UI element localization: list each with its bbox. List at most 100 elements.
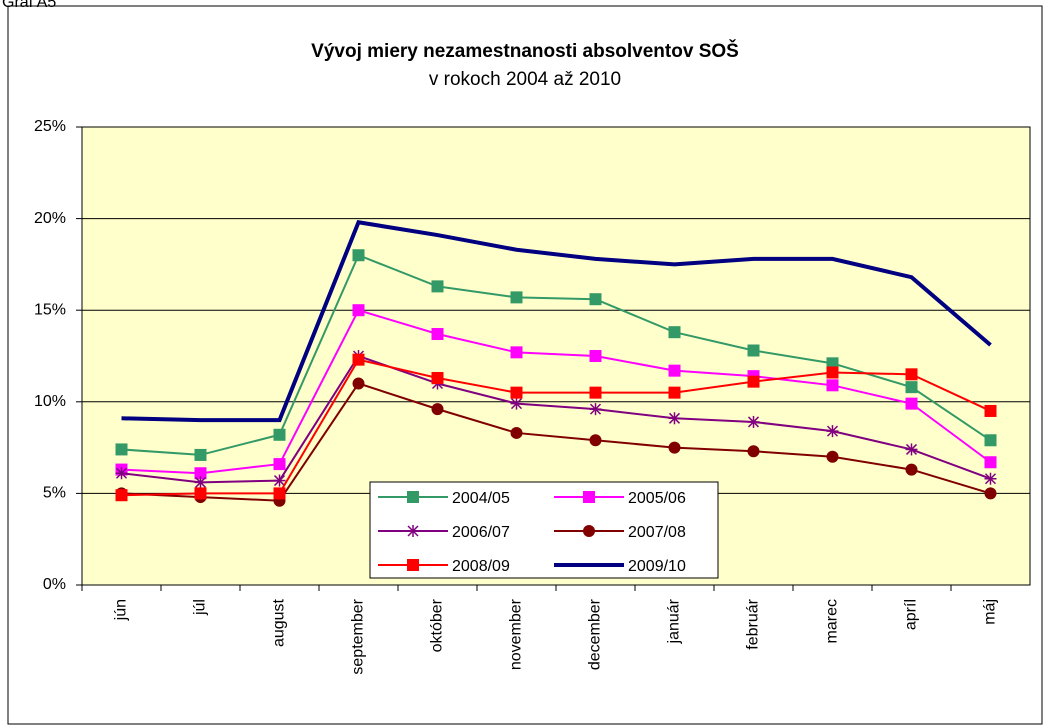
x-tick-label: apríl xyxy=(903,599,920,630)
marker xyxy=(984,472,997,485)
marker xyxy=(826,379,839,392)
marker-stroke xyxy=(905,443,918,455)
y-tick-label: 15% xyxy=(34,301,66,318)
marker-stroke xyxy=(589,403,602,415)
marker xyxy=(668,386,681,399)
marker-stroke xyxy=(826,425,839,437)
x-tick-label: február xyxy=(745,598,762,649)
chart-subtitle: v rokoch 2004 až 2010 xyxy=(429,69,621,90)
marker xyxy=(115,443,128,456)
marker-stroke xyxy=(510,398,523,410)
y-tick-label: 5% xyxy=(43,485,66,502)
series-line xyxy=(121,253,992,456)
marker xyxy=(905,381,918,394)
marker xyxy=(589,350,602,362)
legend: 2004/05 2005/06 2006/07 2007/08 2008/09 2009/… xyxy=(369,481,719,579)
marker xyxy=(510,386,523,399)
x-tick-label: jún xyxy=(113,599,130,621)
marker xyxy=(905,397,918,410)
x-tick-label: september xyxy=(350,598,367,674)
marker xyxy=(431,328,444,341)
marker xyxy=(115,467,128,480)
marker xyxy=(510,397,523,410)
legend-label: 2009/10 xyxy=(628,558,686,575)
marker xyxy=(273,487,286,500)
series-line xyxy=(121,220,992,423)
y-tick-label: 10% xyxy=(34,393,66,410)
marker-stroke xyxy=(747,416,760,428)
marker xyxy=(115,489,128,502)
marker xyxy=(407,525,419,537)
marker xyxy=(194,476,207,489)
y-tick-label: 25% xyxy=(34,118,66,135)
marker xyxy=(431,371,444,384)
marker xyxy=(905,463,918,476)
marker xyxy=(194,487,207,500)
marker xyxy=(826,450,839,463)
x-tick-label: október xyxy=(429,598,446,652)
x-tick-label: marec xyxy=(824,599,841,643)
marker xyxy=(352,377,365,390)
x-tick-label: júl xyxy=(192,599,209,616)
marker-stroke xyxy=(668,412,681,424)
marker xyxy=(407,559,419,571)
marker xyxy=(826,357,839,370)
marker-stroke xyxy=(273,475,286,487)
marker xyxy=(352,353,365,366)
y-tick-label: 20% xyxy=(34,210,66,227)
marker xyxy=(984,456,997,469)
marker xyxy=(407,491,419,503)
chart-title: Vývoj miery nezamestnanosti absolventov … xyxy=(311,40,739,62)
marker xyxy=(352,249,365,262)
series-line xyxy=(121,358,991,497)
marker xyxy=(589,434,602,447)
marker xyxy=(273,458,286,471)
y-tick-label: 0% xyxy=(43,576,66,593)
marker xyxy=(984,404,997,417)
marker xyxy=(826,425,839,438)
marker xyxy=(352,304,365,317)
figure-label: Graf A5 xyxy=(2,0,56,11)
marker xyxy=(668,441,681,454)
legend-label: 2008/09 xyxy=(452,558,510,575)
legend-label: 2007/08 xyxy=(628,524,686,541)
marker xyxy=(905,368,918,381)
x-tick-label: január xyxy=(666,598,683,644)
marker xyxy=(747,375,760,388)
legend-label: 2005/06 xyxy=(628,490,686,507)
x-tick-label: november xyxy=(508,598,525,670)
marker xyxy=(905,443,918,456)
legend-label: 2004/05 xyxy=(452,490,510,507)
marker xyxy=(747,415,760,428)
marker xyxy=(583,491,595,503)
marker xyxy=(668,412,681,425)
x-tick-label: december xyxy=(587,598,604,670)
legend-label: 2006/07 xyxy=(452,524,510,541)
series-line xyxy=(121,382,991,502)
marker xyxy=(747,344,760,357)
marker xyxy=(510,346,523,359)
marker xyxy=(431,403,444,416)
marker xyxy=(984,434,997,447)
marker-stroke xyxy=(984,473,997,485)
marker xyxy=(984,487,997,500)
marker-stroke xyxy=(194,476,207,488)
marker xyxy=(589,293,602,306)
marker xyxy=(589,386,602,399)
marker xyxy=(747,445,760,458)
marker xyxy=(510,291,523,304)
x-tick-label: máj xyxy=(982,599,999,625)
marker xyxy=(668,326,681,339)
marker-stroke xyxy=(407,525,419,537)
marker xyxy=(431,280,444,293)
marker xyxy=(194,467,207,480)
marker xyxy=(510,426,523,439)
marker xyxy=(583,525,595,537)
marker xyxy=(589,403,602,416)
series-line xyxy=(121,354,991,484)
marker xyxy=(273,474,286,487)
marker-stroke xyxy=(115,467,128,479)
series-line xyxy=(121,309,992,475)
x-tick-label: august xyxy=(271,598,288,647)
